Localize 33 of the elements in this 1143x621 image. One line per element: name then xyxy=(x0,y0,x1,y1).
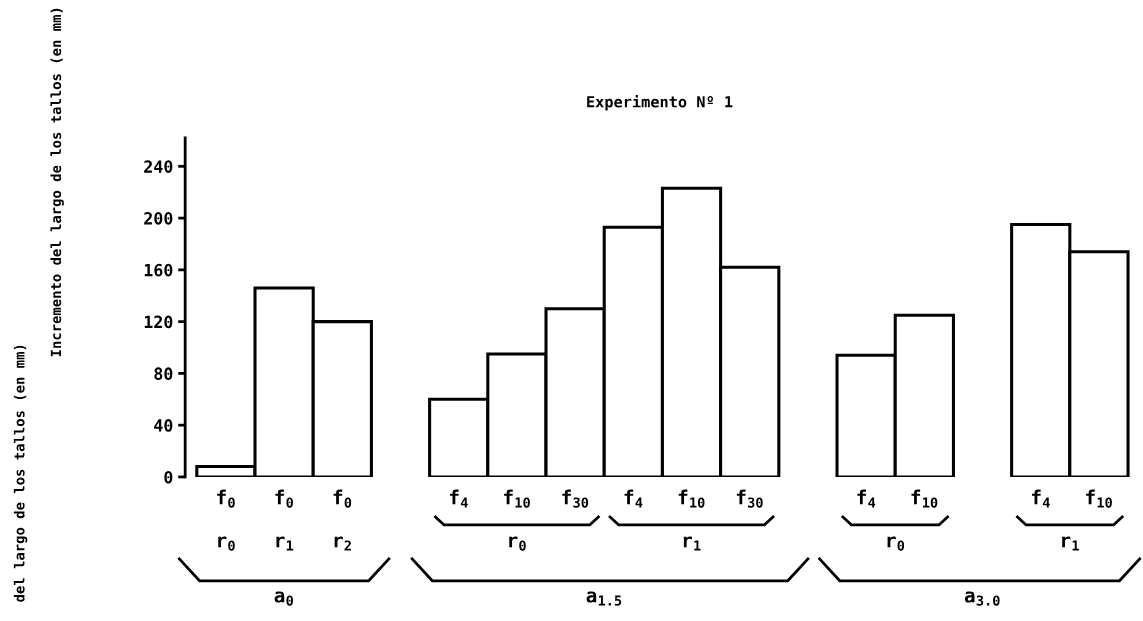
text: a$_{1.5}$ xyxy=(586,591,622,606)
x-tick-label: f$_{10}$ xyxy=(1086,489,1112,508)
x-tick-label: f$_{10}$ xyxy=(678,489,705,508)
y-tick-label: 240 xyxy=(144,160,173,173)
text: r$_{0}$ xyxy=(218,536,235,551)
x-tick-label: f$_{4}$ xyxy=(624,489,643,508)
x-tick-label: f$_{0}$ xyxy=(333,489,352,508)
text: del largo de los tallos (en mm) xyxy=(13,345,28,602)
y-tick-label: 80 xyxy=(154,367,173,380)
text: a$_{0}$ xyxy=(274,591,293,606)
text: r$_{1}$ xyxy=(276,536,294,551)
x-tick-label: f$_{10}$ xyxy=(504,489,530,508)
chart-title: Experimento Nº 1 xyxy=(587,94,733,111)
text: r$_{1}$ xyxy=(683,536,701,551)
y-tick-label: 160 xyxy=(144,263,173,277)
x-tick-label: f$_{0}$ xyxy=(275,489,293,508)
text: r$_{0}$ xyxy=(887,536,905,551)
y-tick-label: 200 xyxy=(144,212,173,225)
y-tick-label: 120 xyxy=(144,315,173,329)
text: r$_{0}$ xyxy=(509,536,526,551)
y-tick-label: 40 xyxy=(154,419,173,432)
x-tick-label: f$_{10}$ xyxy=(911,489,938,508)
text: a$_{3.0}$ xyxy=(964,591,1000,606)
text: r$_{1}$ xyxy=(1062,536,1079,551)
x-tick-label: f$_{30}$ xyxy=(736,489,763,508)
text: Incremento del largo de los tallos (en mm) xyxy=(50,8,64,357)
y-tick-label: 0 xyxy=(164,470,173,484)
x-tick-label: f$_{0}$ xyxy=(217,489,235,508)
x-tick-label: f$_{4}$ xyxy=(1031,489,1050,508)
x-tick-label: f$_{30}$ xyxy=(562,489,589,508)
x-tick-label: f$_{4}$ xyxy=(857,489,876,508)
text: r$_{2}$ xyxy=(334,536,351,551)
x-tick-label: f$_{4}$ xyxy=(449,489,468,508)
